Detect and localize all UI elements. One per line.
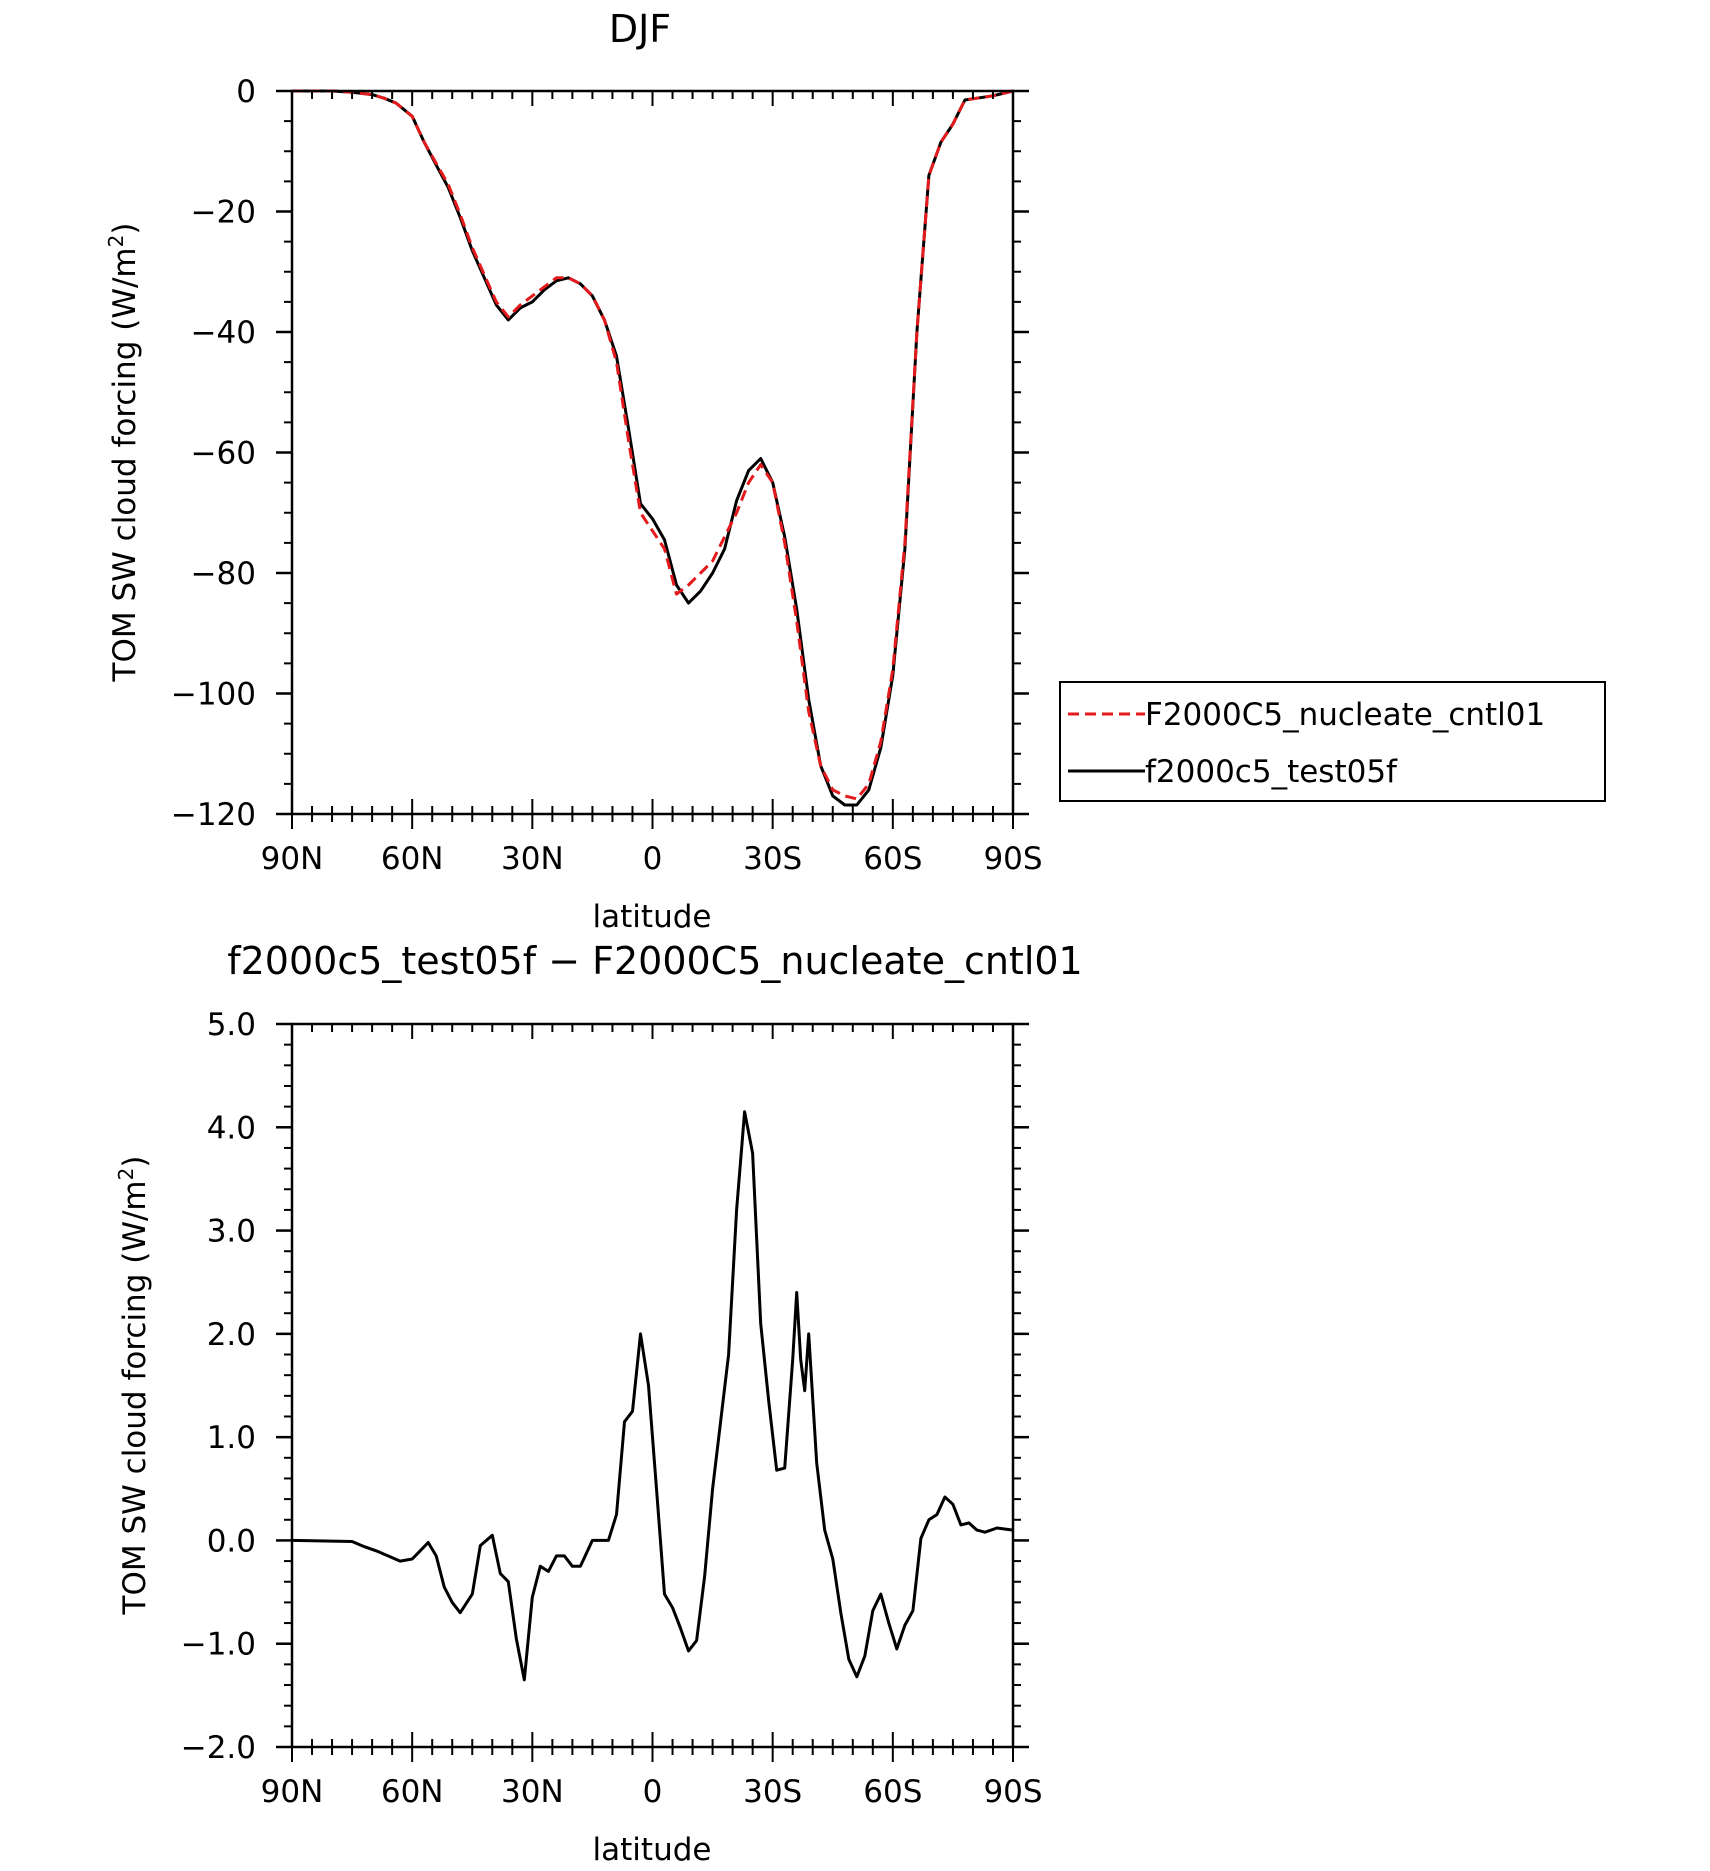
x-tick-label: 90S — [983, 1774, 1042, 1810]
series-line-1 — [292, 89, 1014, 807]
y-axis-label: TOM SW cloud forcing (W/m2) — [114, 1156, 153, 1616]
x-tick-label: 30S — [743, 841, 802, 877]
y-tick-label: −120 — [171, 797, 256, 833]
y-tick-label: 1.0 — [207, 1420, 256, 1456]
y-tick-label: −100 — [171, 677, 256, 713]
chart-title: DJF — [609, 7, 671, 51]
x-axis-label: latitude — [593, 1832, 712, 1866]
x-tick-label: 90N — [261, 841, 324, 877]
y-tick-label: 5.0 — [207, 1007, 256, 1043]
y-tick-label: 0 — [236, 74, 256, 110]
y-tick-label: −1.0 — [181, 1627, 256, 1663]
plot-frame — [290, 89, 1015, 816]
y-tick-label: −20 — [191, 195, 256, 231]
x-tick-label: 30N — [501, 1774, 564, 1810]
series-line-0 — [292, 89, 1014, 801]
x-tick-label: 30S — [743, 1774, 802, 1810]
plot-frame — [290, 1022, 1015, 1749]
legend-label-cntl: F2000C5_nucleate_cntl01 — [1145, 697, 1545, 733]
x-axis-label: latitude — [593, 899, 712, 935]
y-tick-label: 3.0 — [207, 1214, 256, 1250]
y-tick-label: −40 — [191, 315, 256, 351]
series-lines — [292, 89, 1014, 807]
legend-label-test: f2000c5_test05f — [1145, 754, 1398, 790]
y-axis-label: TOM SW cloud forcing (W/m2) — [104, 223, 143, 683]
x-tick-label: 60N — [381, 841, 444, 877]
x-tick-label: 60S — [863, 1774, 922, 1810]
x-tick-label: 90S — [983, 841, 1042, 877]
series-line-0 — [291, 1110, 1014, 1682]
series-lines — [291, 1110, 1014, 1682]
y-tick-label: −2.0 — [181, 1730, 256, 1766]
y-tick-label: 2.0 — [207, 1317, 256, 1353]
legend-box — [1059, 681, 1606, 802]
x-tick-label: 0 — [643, 841, 663, 877]
y-tick-label: 0.0 — [207, 1523, 256, 1559]
difference-panel: f2000c5_test05f − F2000C5_nucleate_cntl0… — [114, 939, 1083, 1868]
y-tick-label: −80 — [191, 556, 256, 592]
legend: F2000C5_nucleate_cntl01 f2000c5_test05f — [1059, 681, 1606, 802]
chart-title: f2000c5_test05f − F2000C5_nucleate_cntl0… — [227, 939, 1082, 983]
x-tick-label: 60S — [863, 841, 922, 877]
x-tick-label: 60N — [381, 1774, 444, 1810]
y-tick-label: 4.0 — [207, 1110, 256, 1146]
x-tick-label: 90N — [261, 1774, 324, 1810]
x-tick-label: 0 — [643, 1774, 663, 1810]
y-tick-label: −60 — [191, 436, 256, 472]
x-tick-label: 30N — [501, 841, 564, 877]
